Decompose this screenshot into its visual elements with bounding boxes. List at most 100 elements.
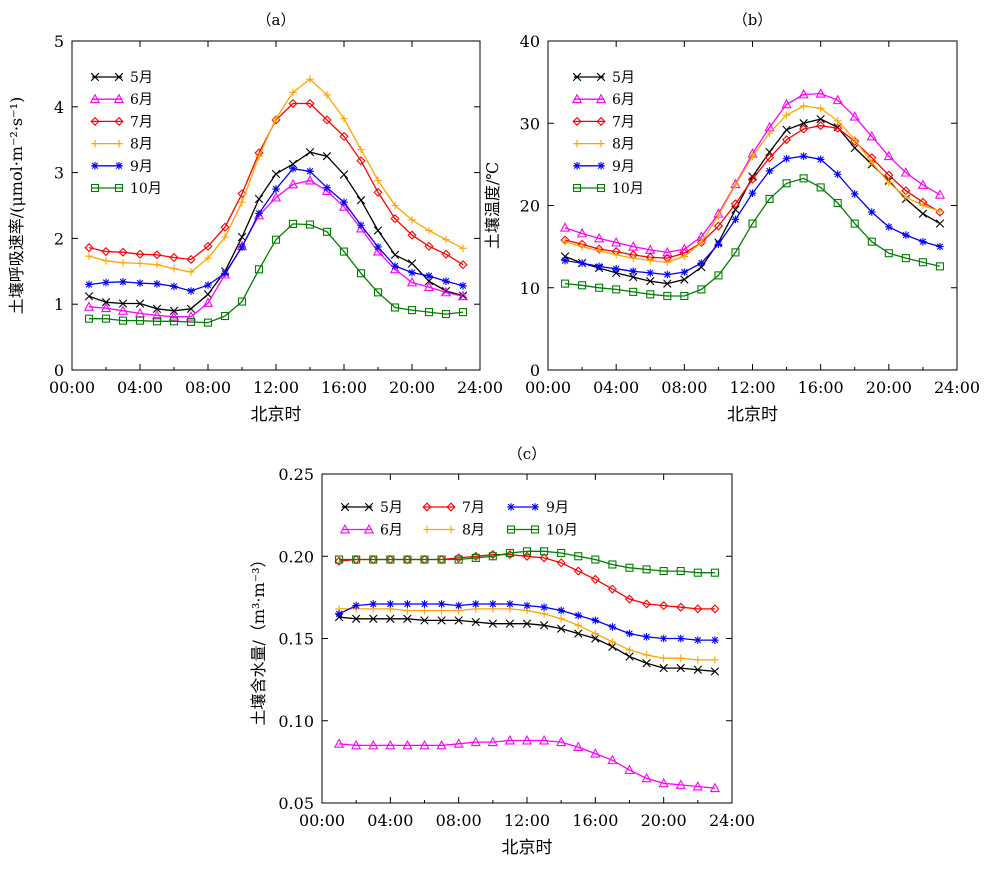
series-line [89,223,464,324]
data-point [136,279,144,287]
data-point [918,258,927,267]
data-point [101,314,111,323]
data-point [646,269,655,277]
data-point [271,169,281,179]
data-point [730,199,741,209]
legend-marker [507,503,515,511]
data-point [591,634,600,643]
data-point [119,258,127,267]
data-point [697,238,706,247]
legend-label: 6月 [130,92,153,108]
data-point [442,277,450,285]
data-point [454,553,464,563]
data-point [169,306,179,315]
data-point [711,636,719,644]
data-point [659,654,668,663]
data-point [152,304,162,313]
legend-marker [114,116,124,126]
data-point [590,748,601,758]
data-point [850,190,859,198]
data-point [372,245,384,256]
series-line [88,179,464,318]
data-point [560,279,570,288]
data-point [798,88,809,99]
data-point [607,584,617,594]
data-point [574,552,583,561]
data-point [625,563,634,572]
data-point [918,209,928,218]
x-tick-label: 12:00 [504,811,550,830]
data-point [850,219,859,228]
series-6 [84,219,468,327]
y-tick-label: 0.10 [278,712,314,731]
data-point [641,772,652,783]
data-point [625,652,634,661]
data-point [917,179,929,189]
data-point [591,616,600,625]
y-tick-label: 0 [54,361,64,380]
data-point [764,153,775,163]
x-tick-label: 04:00 [593,378,639,397]
data-point [402,739,413,750]
series-line [339,739,715,789]
data-point [883,150,894,161]
data-point [368,739,379,750]
data-point [676,634,685,643]
data-point [765,167,774,175]
data-point [185,311,197,321]
x-tick-label: 16:00 [572,811,618,830]
series-line [339,553,715,610]
data-point [625,646,634,654]
x-axis-label: 北京时 [727,405,778,425]
data-point [816,104,825,113]
data-point [594,232,605,243]
data-point [659,663,668,673]
data-point [900,167,911,177]
data-point [84,314,94,323]
data-point [646,290,655,299]
data-point [505,619,515,628]
data-point [338,201,350,211]
data-point [458,260,468,270]
legend-marker [363,523,375,534]
data-point [676,654,685,663]
data-point [373,226,383,235]
data-point [220,311,230,321]
data-point [710,568,719,577]
data-point [628,241,639,251]
data-point [152,317,162,326]
x-tick-label: 00:00 [299,811,345,830]
data-point [901,254,910,263]
data-point [781,98,792,109]
data-point [676,663,685,673]
chart-panel-3: （c） 00:00 04:00 08:00 12:00 16:00 20:00 24:00 0.… [249,445,755,858]
data-point [117,305,129,315]
data-point [709,782,721,793]
data-point [322,227,332,236]
data-point [403,606,412,615]
data-point [919,201,927,210]
legend-marker [596,116,606,126]
data-point [202,297,214,307]
data-point [799,174,808,183]
legend-marker [114,183,124,193]
legend: 5月 6月 7月 8月 9月 10月 [571,70,644,197]
data-point [424,241,434,251]
data-point [697,285,706,294]
data-point [169,317,179,326]
legend-label: 7月 [612,114,635,130]
legend-item: 6月 [571,92,635,108]
legend-marker [597,139,605,148]
legend-label: 6月 [612,92,635,108]
data-point [85,252,93,260]
data-point [186,304,196,313]
data-point [849,111,860,121]
data-point [539,621,549,630]
data-point [369,614,378,623]
data-point [374,243,382,251]
data-point [782,135,792,145]
data-point [169,252,179,263]
legend-label: 9月 [546,500,569,516]
legend-marker [115,162,123,170]
data-point [356,156,366,166]
